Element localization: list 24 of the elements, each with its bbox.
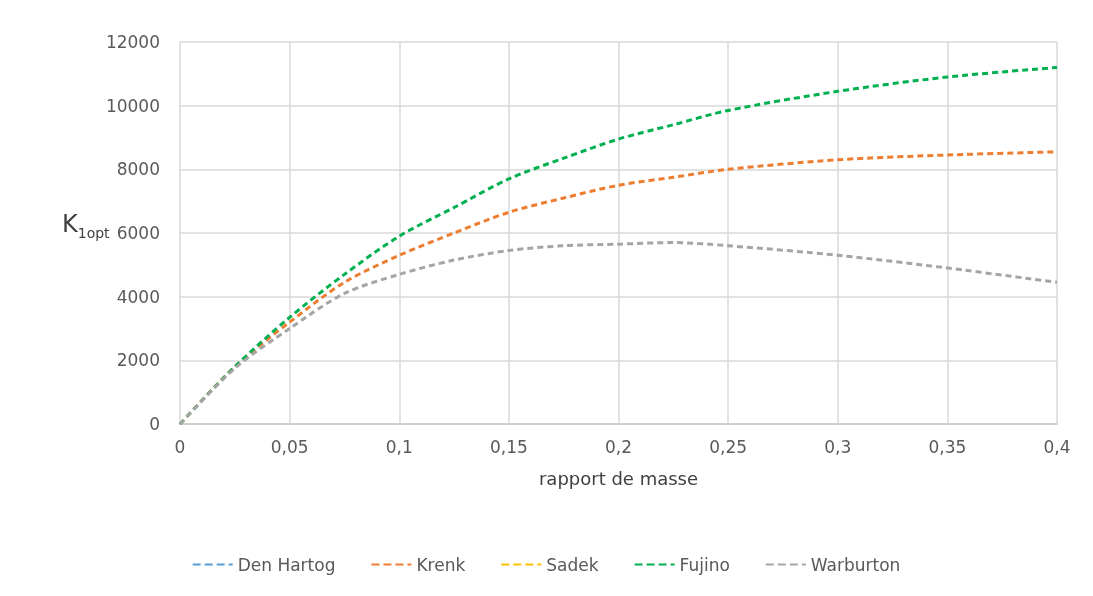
legend-label: Warburton (810, 554, 901, 575)
legend-label: Fujino (679, 554, 730, 575)
x-tick-label: 0,15 (489, 436, 528, 457)
legend-label: Den Hartog (237, 554, 336, 575)
x-tick-label: 0,25 (709, 436, 748, 457)
y-tick-label: 0 (149, 414, 160, 434)
x-axis-title: rapport de masse (538, 467, 699, 489)
legend-label: Krenk (416, 554, 466, 575)
y-tick-label: 10000 (105, 95, 160, 116)
legend-label: Sadek (546, 554, 599, 575)
x-tick-label: 0,4 (1043, 436, 1071, 457)
x-tick-label: 0,1 (385, 436, 413, 457)
x-tick-label: 0,35 (928, 436, 967, 457)
x-tick-label: 0,2 (604, 436, 633, 457)
x-tick-label: 0 (174, 436, 186, 457)
y-tick-label: 8000 (116, 159, 160, 180)
y-tick-label: 6000 (116, 223, 160, 243)
y-tick-label: 4000 (116, 286, 160, 307)
y-tick-label: 12000 (105, 32, 160, 52)
x-tick-label: 0,05 (270, 436, 309, 457)
y-axis-title: K$_{1opt}$ (62, 210, 110, 241)
y-tick-label: 2000 (116, 350, 160, 371)
line-series (178, 241, 1059, 426)
x-tick-label: 0,3 (824, 436, 852, 457)
